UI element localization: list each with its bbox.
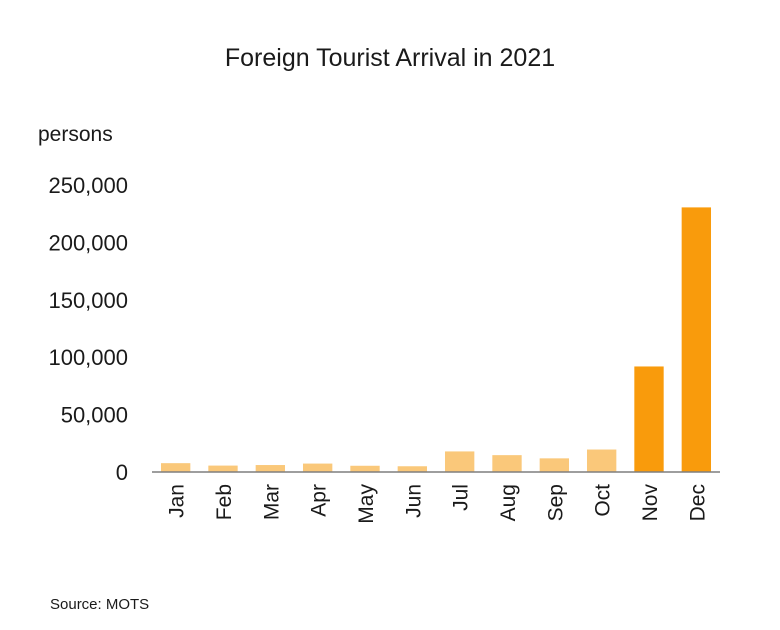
bar-sep <box>539 458 570 472</box>
bar-jul <box>444 451 475 472</box>
x-tick-label: Oct <box>592 484 615 517</box>
x-tick-label: Jan <box>166 484 189 518</box>
x-tick-label: Sep <box>544 484 567 521</box>
x-tick-label: Dec <box>686 484 709 521</box>
y-tick-label: 150,000 <box>48 288 128 313</box>
source-note: Source: MOTS <box>50 596 150 613</box>
y-tick-label: 100,000 <box>48 345 128 370</box>
bar-oct <box>586 449 617 472</box>
bars <box>160 207 712 472</box>
bar-feb <box>208 465 238 472</box>
y-tick-label: 200,000 <box>48 230 128 255</box>
x-tick-label: Jul <box>450 484 473 511</box>
x-tick-label: Mar <box>260 484 283 520</box>
x-tick-label: Feb <box>213 484 236 520</box>
bar-nov <box>634 366 664 472</box>
chart-title: Foreign Tourist Arrival in 2021 <box>224 44 556 72</box>
bar-dec <box>681 207 712 472</box>
bar-mar <box>255 465 286 472</box>
x-axis-labels: Jan Feb Mar Apr May Jun Jul Aug Sep Oct Nov Dec <box>166 484 710 524</box>
bar-may <box>350 465 380 472</box>
bar-jan <box>160 463 191 472</box>
y-tick-label: 50,000 <box>61 403 128 428</box>
y-tick-label: 0 <box>116 460 128 485</box>
y-axis-ticks: 0 50,000 100,000 150,000 200,000 250,000 <box>48 173 128 485</box>
x-tick-label: Apr <box>308 484 331 517</box>
x-tick-label: May <box>355 484 378 524</box>
bar-aug <box>492 455 522 472</box>
y-tick-label: 250,000 <box>48 173 128 198</box>
bar-apr <box>302 463 333 472</box>
x-tick-label: Aug <box>497 484 520 521</box>
bar-jun <box>397 466 428 472</box>
x-tick-label: Jun <box>402 484 425 518</box>
y-axis-unit-label: persons <box>38 123 113 146</box>
x-tick-label: Nov <box>639 484 662 522</box>
